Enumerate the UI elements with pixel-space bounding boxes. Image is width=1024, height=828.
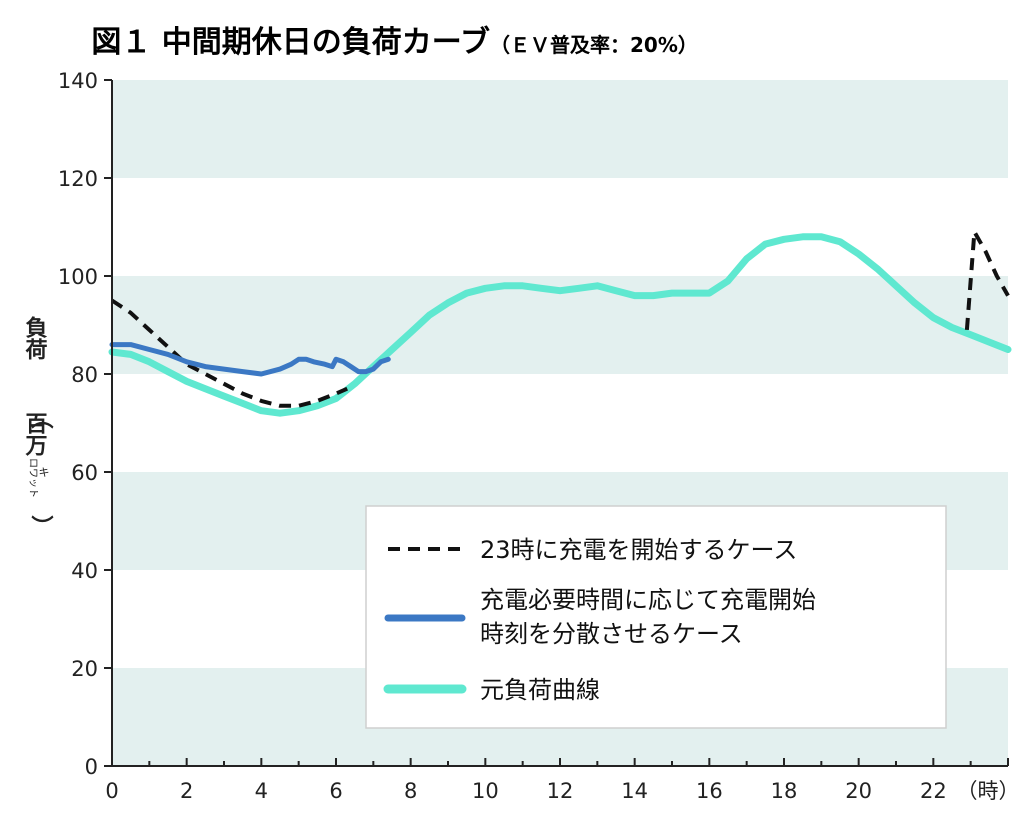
x-tick-label: 14 — [621, 779, 648, 803]
x-tick-labels: 0 2 4 6 8 10 12 14 16 18 20 22 — [105, 779, 946, 803]
y-tick-label: 100 — [58, 265, 98, 289]
x-tick-label: 6 — [329, 779, 342, 803]
y-axis-label-small-bottom: ロワット — [27, 458, 38, 498]
legend-label-distributed-line1: 充電必要時間に応じて充電開始 — [480, 586, 816, 614]
x-tick-label: 2 — [180, 779, 193, 803]
series-layer — [108, 229, 1012, 417]
x-tick-label: 20 — [845, 779, 872, 803]
x-tick-label: 22 — [920, 779, 947, 803]
y-axis-label-main: 負荷 — [22, 315, 48, 361]
y-tick-label: 60 — [71, 461, 98, 485]
x-tick-label: 18 — [771, 779, 798, 803]
y-axis-label-open: （ — [28, 407, 53, 429]
y-axis-label: 負荷 （ 百万 キ ロワット ） — [22, 315, 54, 537]
y-tick-label: 140 — [58, 69, 98, 93]
y-tick-label: 120 — [58, 167, 98, 191]
axis-ticks — [104, 79, 1009, 767]
legend-label-original: 元負荷曲線 — [480, 676, 600, 704]
legend-label-distributed-line2: 時刻を分散させるケース — [480, 620, 743, 648]
series-line-23h-part2 — [964, 229, 1010, 331]
series-line-23h-part1 — [110, 298, 349, 408]
x-axis-label: （時） — [957, 779, 1020, 803]
y-axis-label-close: ） — [28, 515, 53, 537]
series-line-original — [108, 233, 1012, 417]
y-tick-label: 80 — [71, 363, 98, 387]
x-tick-label: 0 — [105, 779, 118, 803]
x-tick-label: 16 — [696, 779, 723, 803]
x-tick-label: 10 — [472, 779, 499, 803]
y-tick-labels: 0 20 40 60 80 100 120 140 — [58, 69, 98, 779]
x-tick-label: 8 — [404, 779, 417, 803]
x-tick-label: 4 — [255, 779, 268, 803]
chart-title: 図１ 中間期休日の負荷カーブ — [91, 25, 490, 60]
chart-subtitle: （ＥＶ普及率：20%） — [490, 33, 698, 57]
y-tick-label: 0 — [85, 755, 98, 779]
y-tick-label: 20 — [71, 657, 98, 681]
legend: 23時に充電を開始するケース 充電必要時間に応じて充電開始 時刻を分散させるケー… — [365, 505, 947, 729]
legend-label-23h: 23時に充電を開始するケース — [480, 536, 797, 564]
y-tick-label: 40 — [71, 559, 98, 583]
x-tick-label: 12 — [547, 779, 574, 803]
band — [112, 80, 1008, 178]
series-line-distributed — [109, 342, 391, 377]
y-axis-label-small-top: キ — [39, 466, 50, 479]
y-axis-label-unit: 百万 — [22, 412, 49, 457]
